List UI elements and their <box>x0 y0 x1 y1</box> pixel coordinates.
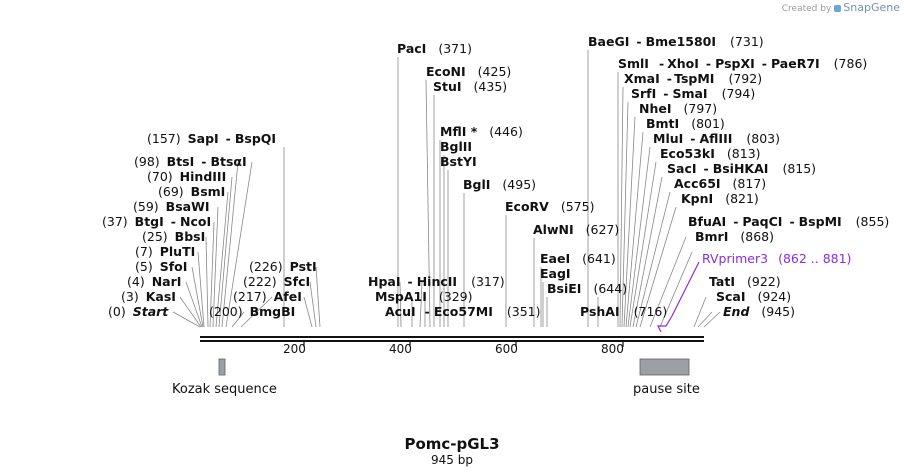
ruler-tick-label: 200 <box>283 342 306 356</box>
site-stui[interactable]: StuI (435) <box>433 79 507 94</box>
site-bmri[interactable]: BmrI (868) <box>695 229 774 244</box>
site-kasi[interactable]: (3) KasI <box>121 289 176 304</box>
site-tati[interactable]: TatI (922) <box>709 274 781 289</box>
site-mlui-afliii[interactable]: MluI - AflIII (803) <box>653 131 780 146</box>
site-mspa1i[interactable]: MspA1I (329) <box>375 289 472 304</box>
credit-prefix: Created by <box>781 4 832 14</box>
site-eco53ki[interactable]: Eco53kI (813) <box>660 146 761 161</box>
site-sfoi[interactable]: (5) SfoI <box>135 259 187 274</box>
map-length: 945 bp <box>431 453 473 467</box>
site-scai[interactable]: ScaI (924) <box>716 289 791 304</box>
site-nhei[interactable]: NheI (797) <box>639 101 717 116</box>
primer-arrow-icon <box>657 261 700 333</box>
sequence-backbone <box>200 336 704 347</box>
site-bsawi[interactable]: (59) BsaWI <box>133 199 210 214</box>
ruler-tick-label: 400 <box>389 342 412 356</box>
site-btsi[interactable]: (98) BtsI - BtsαI <box>134 154 247 169</box>
ruler-tick-labels: 200 400 600 800 <box>283 342 624 356</box>
site-pluti[interactable]: (7) PluTI <box>135 244 195 259</box>
site-kpni[interactable]: KpnI (821) <box>681 191 759 206</box>
site-sapi-bspqi[interactable]: (157) SapI - BspQI <box>147 131 276 146</box>
site-saci-bsihkai[interactable]: SacI - BsiHKAI (815) <box>667 161 816 176</box>
ruler-tick-label: 800 <box>601 342 624 356</box>
feature-label: Kozak sequence <box>172 382 277 397</box>
site-acc65i[interactable]: Acc65I (817) <box>674 176 766 191</box>
site-acui-eco57mi[interactable]: AcuI - Eco57MI (351) <box>385 304 541 319</box>
site-bstyi[interactable]: BstYI <box>440 154 477 169</box>
site-afei[interactable]: (217) AfeI <box>233 289 302 304</box>
site-bsiei[interactable]: BsiEI (644) <box>547 281 627 296</box>
site-end[interactable]: End (945) <box>723 304 795 319</box>
site-xmai-tspmi[interactable]: XmaI - TspMI (792) <box>624 71 762 86</box>
site-hindiii[interactable]: (70) HindIII <box>147 169 226 184</box>
site-paci[interactable]: PacI (371) <box>397 41 472 56</box>
site-alwni[interactable]: AlwNI (627) <box>533 222 619 237</box>
site-start[interactable]: (0) Start <box>108 304 169 319</box>
map-title: Pomc-pGL3 <box>404 435 499 453</box>
feature-label: pause site <box>633 382 700 397</box>
site-eagi[interactable]: EagI <box>540 266 571 281</box>
snapgene-credit: Created by SnapGene <box>782 1 900 14</box>
site-bmti[interactable]: BmtI (801) <box>646 116 725 131</box>
leader-lines <box>172 50 721 328</box>
enzyme-site-labels: (0) Start (3) KasI (4) NarI (5) SfoI (7) PluT… <box>102 34 889 319</box>
site-sfci[interactable]: (222) SfcI <box>243 274 310 289</box>
credit-brand: SnapGene <box>843 1 900 14</box>
ruler-tick-label: 600 <box>495 342 518 356</box>
feature-kozak-sequence[interactable]: Kozak sequence <box>172 358 277 397</box>
site-bsmi[interactable]: (69) BsmI <box>158 184 225 199</box>
site-eaei[interactable]: EaeI (641) <box>540 251 616 266</box>
site-baegi-bme1580i[interactable]: BaeGI - Bme1580I (731) <box>588 34 764 49</box>
site-nari[interactable]: (4) NarI <box>127 274 181 289</box>
snapgene-logo-icon <box>834 5 842 12</box>
primer-rvprimer3[interactable]: RVprimer3 (862 .. 881) <box>657 251 851 333</box>
site-ecorv[interactable]: EcoRV (575) <box>505 199 594 214</box>
site-bfuai-paqci-bspmi[interactable]: BfuAI - PaqCI - BspMI (855) <box>688 214 889 229</box>
site-srfi-smai[interactable]: SrfI - SmaI (794) <box>631 86 755 101</box>
site-btgi-ncoi[interactable]: (37) BtgI - NcoI <box>102 214 211 229</box>
site-psti[interactable]: (226) PstI <box>249 259 317 274</box>
site-pshai[interactable]: PshAI (716) <box>580 304 667 319</box>
site-hpai-hincii[interactable]: HpaI - HincII (317) <box>368 274 505 289</box>
site-bgli[interactable]: BglI (495) <box>463 177 536 192</box>
site-smli-xhoi-pspxi-paer7i[interactable]: SmlI - XhoI - PspXI - PaeR7I (786) <box>618 56 867 71</box>
feature-bar <box>218 358 226 376</box>
primer-label: RVprimer3 (862 .. 881) <box>702 251 851 266</box>
site-bbsi[interactable]: (25) BbsI <box>142 229 205 244</box>
site-mfli[interactable]: MflI * (446) <box>440 124 523 139</box>
feature-bar <box>639 358 690 376</box>
site-bmgbi[interactable]: (200) BmgBI <box>209 304 295 319</box>
site-bglii[interactable]: BglII <box>440 139 472 154</box>
feature-pause-site[interactable]: pause site <box>633 358 700 397</box>
site-econi[interactable]: EcoNI (425) <box>426 64 511 79</box>
